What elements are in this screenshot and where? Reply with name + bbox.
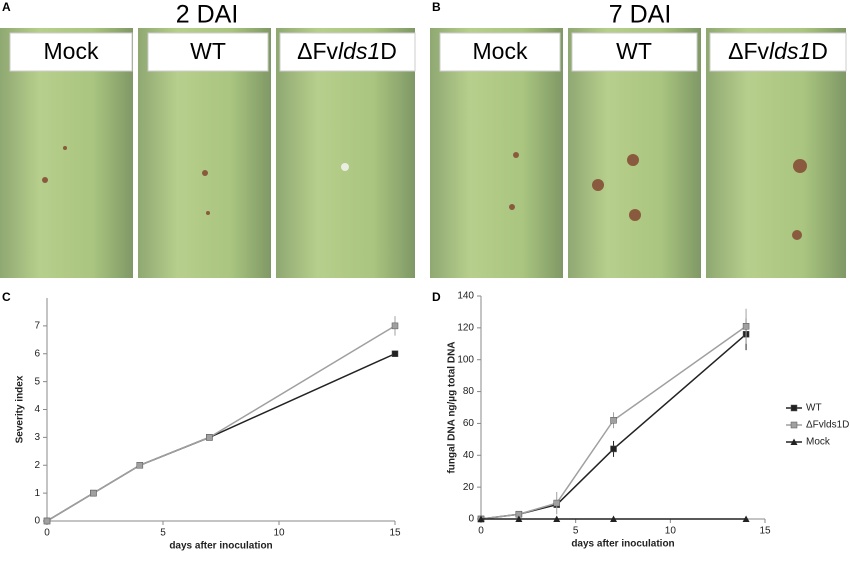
y-axis-label: Severity index xyxy=(15,375,26,443)
y-tick-label: 0 xyxy=(468,514,474,525)
y-tick-label: 20 xyxy=(463,482,475,493)
x-tick-label: 15 xyxy=(759,526,771,537)
marker xyxy=(610,515,618,522)
y-tick-label: 6 xyxy=(34,348,40,359)
x-tick-label: 5 xyxy=(160,528,166,539)
marker xyxy=(790,404,798,412)
x-tick-label: 5 xyxy=(573,526,579,537)
marker xyxy=(742,323,750,330)
marker xyxy=(515,515,523,522)
label-part: lds1 xyxy=(338,38,380,64)
label-boxes xyxy=(9,32,847,72)
y-tick-label: 100 xyxy=(457,354,474,365)
y-tick-label: 2 xyxy=(34,460,40,471)
marker xyxy=(391,350,399,357)
y-tick-label: 40 xyxy=(463,450,475,461)
legend-label: WT xyxy=(806,403,822,414)
legend-label: ΔFvlds1D xyxy=(806,420,849,431)
label-part: D xyxy=(380,38,397,64)
photo-label: WT xyxy=(616,38,652,64)
y-tick-label: 80 xyxy=(463,386,475,397)
x-tick-label: 15 xyxy=(389,528,401,539)
series-line xyxy=(46,325,396,522)
marker xyxy=(742,515,750,522)
marker xyxy=(610,445,617,453)
marker xyxy=(43,517,51,525)
y-tick-label: 0 xyxy=(34,516,40,527)
marker xyxy=(391,322,399,330)
y-axis-label: fungal DNA ng/µg total DNA xyxy=(447,341,458,473)
photo-label: Mock xyxy=(473,38,528,64)
marker xyxy=(790,421,798,429)
marker xyxy=(90,489,97,497)
marker xyxy=(206,434,213,441)
photo-label: ΔFvlds1D xyxy=(297,38,397,64)
y-tick-label: 5 xyxy=(34,376,40,387)
lesions xyxy=(42,146,807,240)
x-tick-label: 0 xyxy=(478,526,484,537)
label-part: D xyxy=(811,38,828,64)
x-tick-label: 10 xyxy=(273,528,285,539)
panel-title: 7 DAI xyxy=(609,1,672,29)
photo-label: ΔFvlds1D xyxy=(728,38,828,64)
panel-letter: B xyxy=(432,0,441,14)
label-part: ΔFv xyxy=(728,38,769,64)
x-axis-label: days after inoculation xyxy=(169,541,272,552)
y-tick-label: 120 xyxy=(457,322,474,333)
panel-letter: D xyxy=(432,290,441,304)
label-part: lds1 xyxy=(769,38,811,64)
label-part: ΔFv xyxy=(297,38,338,64)
panel-title: 2 DAI xyxy=(176,1,239,29)
marker xyxy=(553,499,560,507)
x-axis-label: days after inoculation xyxy=(571,539,674,550)
y-tick-label: 1 xyxy=(34,488,40,499)
y-tick-label: 7 xyxy=(34,321,40,332)
y-tick-label: 140 xyxy=(457,291,474,302)
panel-letter: A xyxy=(2,0,11,14)
photo-panels: A 2 DAI B 7 DAI Mock WT ΔFvlds1D Mock WT… xyxy=(0,0,847,304)
photo-label: WT xyxy=(190,38,226,64)
marker xyxy=(553,515,561,522)
marker xyxy=(136,462,144,469)
x-tick-label: 10 xyxy=(665,526,677,537)
marker xyxy=(610,416,617,424)
y-tick-label: 4 xyxy=(34,404,40,415)
y-tick-label: 3 xyxy=(34,432,40,443)
x-tick-label: 0 xyxy=(44,528,50,539)
y-tick-label: 60 xyxy=(463,418,475,429)
panel-letter: C xyxy=(2,290,11,304)
legend-label: Mock xyxy=(806,437,831,448)
marker xyxy=(477,515,485,522)
marker xyxy=(790,438,798,445)
photo-label: Mock xyxy=(44,38,99,64)
series-line xyxy=(46,353,396,522)
